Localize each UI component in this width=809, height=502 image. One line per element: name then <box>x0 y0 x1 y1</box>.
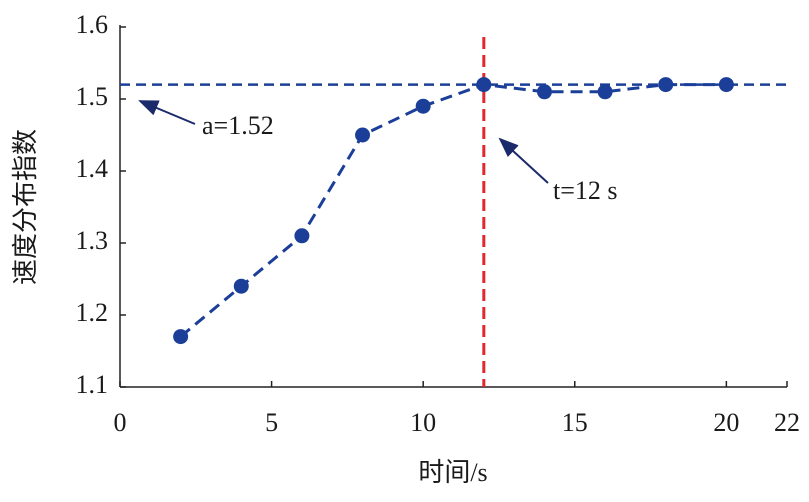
x-axis-label: 时间/s <box>418 458 487 487</box>
data-point <box>355 127 371 143</box>
data-point <box>233 278 249 294</box>
x-tick-label: 15 <box>562 408 588 437</box>
x-tick-label: 22 <box>774 408 800 437</box>
x-tick-label: 10 <box>410 408 436 437</box>
x-tick-label: 5 <box>265 408 278 437</box>
data-point <box>173 329 189 345</box>
y-tick-label: 1.3 <box>76 226 109 255</box>
y-axis-label: 速度分布指数 <box>11 129 40 285</box>
annotation: t=12 s <box>553 176 618 205</box>
y-tick-label: 1.4 <box>76 154 109 183</box>
data-point <box>597 84 613 100</box>
data-point <box>658 77 674 93</box>
data-point <box>536 84 552 100</box>
x-tick-label: 0 <box>114 408 127 437</box>
data-point <box>415 98 431 114</box>
y-tick-label: 1.1 <box>76 370 109 399</box>
y-tick-label: 1.5 <box>76 82 109 111</box>
data-point <box>718 77 734 93</box>
data-point <box>294 228 310 244</box>
data-point <box>476 77 492 93</box>
series-line <box>179 83 727 338</box>
annotation: a=1.52 <box>202 111 274 140</box>
x-tick-label: 20 <box>713 408 739 437</box>
y-tick-label: 1.2 <box>76 298 109 327</box>
annotation-arrow <box>498 137 549 184</box>
y-tick-label: 1.6 <box>76 10 109 39</box>
annotation-arrow <box>138 100 196 125</box>
